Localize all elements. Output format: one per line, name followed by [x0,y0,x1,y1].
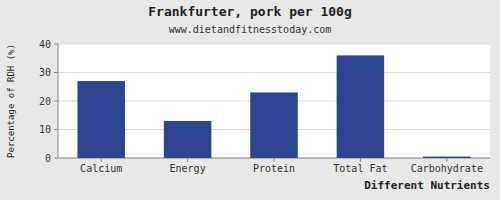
x-tick-label: Carbohydrate [411,163,483,174]
x-tick-label: Energy [170,163,206,174]
bar [164,121,212,158]
y-tick-label: 0 [45,153,51,164]
chart-container: Frankfurter, pork per 100g www.dietandfit… [0,0,500,200]
page: {"chart_data": {"type": "bar", "title": … [0,0,500,200]
grid-line [58,44,490,45]
title: Frankfurter, pork per 100g [148,4,352,19]
grid [58,44,490,158]
y-tick-label: 20 [39,96,51,107]
y-tick [54,158,58,159]
y-tick [54,72,58,73]
y-tick [54,129,58,130]
y-axis-label: Percentage of RDH (%) [6,44,16,158]
x-tick-label: Calcium [80,163,122,174]
x-axis-label: Different Nutrients [364,179,490,192]
bar [250,92,298,158]
y-tick-label: 10 [39,124,51,135]
x-tick [187,158,188,162]
y-axis-line [58,44,59,158]
x-tick [446,158,447,162]
x-tick [101,158,102,162]
x-tick-label: Protein [253,163,295,174]
y-tick [54,101,58,102]
bars [77,55,470,158]
x-tick [360,158,361,162]
y-tick [54,44,58,45]
grid-line [58,72,490,73]
background [0,0,500,200]
x-tick [274,158,275,162]
subtitle: www.dietandfitnesstoday.com [169,24,332,35]
y-tick-label: 40 [39,39,51,50]
bar [77,81,125,158]
bar [337,55,385,158]
y-tick-label: 30 [39,67,51,78]
axes: 0 10 20 30 40 Calcium Energy Protein Total Fat Ca… [39,39,490,175]
x-tick-label: Total Fat [333,163,387,174]
plot-background [58,44,490,158]
chart-svg: Frankfurter, pork per 100g www.dietandfit… [0,0,500,200]
bar [423,157,471,158]
